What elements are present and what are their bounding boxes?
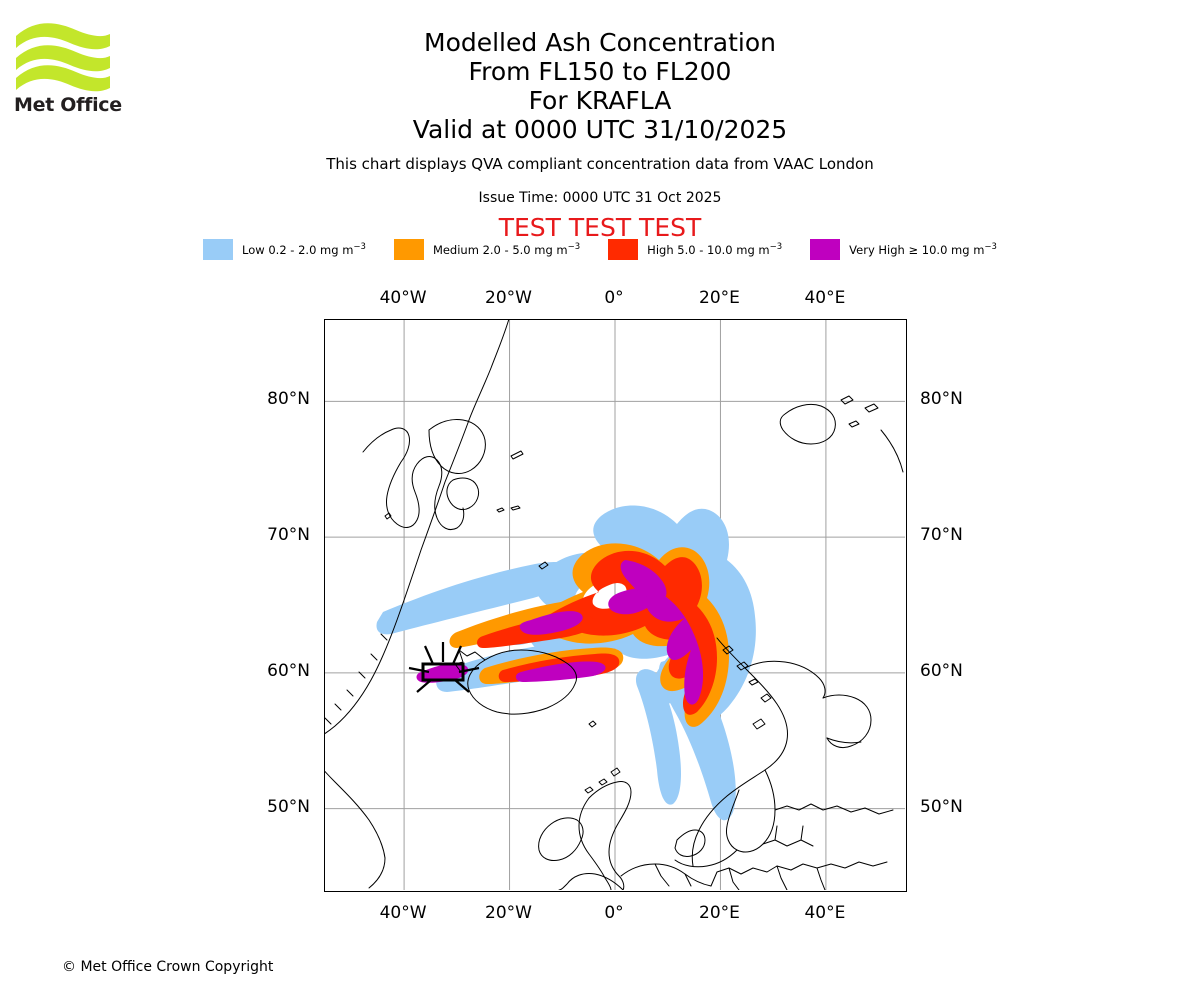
concentration-legend: Low 0.2 - 2.0 mg m−3 Medium 2.0 - 5.0 mg…	[0, 239, 1200, 260]
coast-europe-north	[620, 863, 712, 887]
lat-tick-right-1: 60°N	[920, 660, 963, 681]
contour-very-high-west-core	[519, 611, 583, 635]
legend-swatch-very-high	[810, 239, 841, 260]
coast-iceland-westfjords	[454, 649, 486, 673]
met-office-logo: Met Office	[14, 20, 124, 116]
chart-subtitle: This chart displays QVA compliant concen…	[326, 155, 874, 173]
coast-faroe	[588, 720, 597, 728]
coast-iceland	[467, 649, 578, 715]
coast-great-britain-west	[578, 797, 612, 890]
title-line-4: Valid at 0000 UTC 31/10/2025	[412, 115, 788, 144]
legend-item-medium: Medium 2.0 - 5.0 mg m−3	[393, 239, 581, 260]
border-europe-2	[790, 861, 888, 871]
lon-tick-top-0: 40°W	[379, 288, 427, 308]
lon-tick-bottom-2: 0°	[604, 903, 624, 923]
ash-concentration-map	[324, 319, 907, 892]
coast-svalbard-edgeoya	[446, 477, 480, 511]
contour-low-se-tail	[658, 656, 736, 821]
coast-baltic	[674, 849, 738, 868]
border-europe-3	[654, 863, 826, 890]
legend-label-high: High 5.0 - 10.0 mg m−3	[647, 241, 783, 257]
contour-high	[547, 550, 717, 715]
lat-tick-left-2: 70°N	[267, 525, 310, 546]
lon-tick-top-1: 20°W	[485, 288, 533, 308]
coast-kola	[826, 737, 862, 744]
coast-svalbard-spitsbergen	[362, 427, 465, 531]
legend-swatch-high	[608, 239, 639, 260]
coast-greenland	[325, 320, 510, 734]
lat-tick-left-1: 60°N	[267, 660, 310, 681]
map-canvas	[325, 320, 905, 890]
lon-tick-top-2: 0°	[604, 288, 624, 308]
copyright-notice: © Met Office Crown Copyright	[62, 959, 274, 975]
lon-tick-bottom-0: 40°W	[379, 903, 427, 923]
lat-tick-right-3: 80°N	[920, 389, 963, 410]
coast-great-britain	[588, 781, 632, 890]
coast-europe-west	[558, 873, 624, 890]
coast-svalbard-islets	[384, 450, 524, 520]
title-line-1: Modelled Ash Concentration	[424, 28, 776, 57]
coast-svalbard-nordaustlandet	[428, 419, 486, 474]
contour-very-high-source	[416, 663, 469, 683]
contour-low-se-tail-2	[635, 669, 681, 805]
legend-item-very-high: Very High ≥ 10.0 mg m−3	[810, 239, 997, 260]
coast-norway-coastal-islands	[722, 645, 772, 730]
krafla-source-box	[421, 662, 465, 682]
ash-plume-very-high	[416, 560, 704, 705]
contour-very-high-east	[608, 588, 704, 705]
met-office-wave-mark	[16, 23, 110, 92]
legend-label-medium: Medium 2.0 - 5.0 mg m−3	[432, 241, 581, 257]
lon-tick-top-4: 40°E	[804, 288, 846, 308]
lat-tick-left-3: 80°N	[267, 389, 310, 410]
lon-tick-bottom-3: 20°E	[699, 903, 740, 923]
krafla-source-marker	[408, 642, 480, 693]
legend-label-low: Low 0.2 - 2.0 mg m−3	[242, 241, 366, 257]
lat-tick-left-0: 50°N	[267, 796, 310, 817]
coastlines	[325, 320, 904, 890]
coast-norway-finnmark	[744, 660, 826, 699]
border-baltic-states	[762, 825, 814, 847]
coast-denmark	[674, 829, 706, 857]
coast-jan-mayen	[538, 561, 549, 570]
legend-label-very-high: Very High ≥ 10.0 mg m−3	[849, 241, 997, 257]
coast-greenland-fjords	[325, 633, 388, 725]
lon-tick-bottom-4: 40°E	[804, 903, 846, 923]
map-frame	[324, 319, 907, 892]
lon-tick-top-3: 20°E	[699, 288, 740, 308]
test-banner: TEST TEST TEST	[498, 213, 702, 242]
met-office-wordmark: Met Office	[14, 94, 122, 116]
page-title: Modelled Ash Concentration From FL150 to…	[0, 28, 1200, 144]
coast-ireland	[538, 817, 584, 861]
contour-very-high-upper-band	[620, 560, 667, 600]
lat-tick-right-0: 50°N	[920, 796, 963, 817]
coast-novaya-zemlya	[880, 429, 904, 473]
coast-greenland-south	[325, 770, 386, 889]
title-line-2: From FL150 to FL200	[468, 57, 732, 86]
legend-swatch-medium	[393, 239, 424, 260]
legend-item-high: High 5.0 - 10.0 mg m−3	[608, 239, 782, 260]
legend-item-low: Low 0.2 - 2.0 mg m−3	[203, 239, 366, 260]
issue-time: Issue Time: 0000 UTC 31 Oct 2025	[478, 190, 722, 206]
coast-norway	[691, 637, 788, 867]
coast-white-sea	[822, 694, 872, 749]
border-russia	[774, 803, 894, 815]
lon-tick-bottom-1: 20°W	[485, 903, 533, 923]
border-europe-1	[684, 865, 792, 887]
coast-franz-josef-land	[779, 395, 879, 445]
coast-bothnia	[726, 769, 776, 853]
legend-swatch-low	[203, 239, 234, 260]
lat-tick-right-2: 70°N	[920, 525, 963, 546]
contour-low-west-filament	[376, 562, 578, 635]
contour-very-high-south-core	[515, 661, 606, 682]
title-line-3: For KRAFLA	[528, 86, 672, 115]
coast-scotland-isles	[584, 767, 621, 794]
